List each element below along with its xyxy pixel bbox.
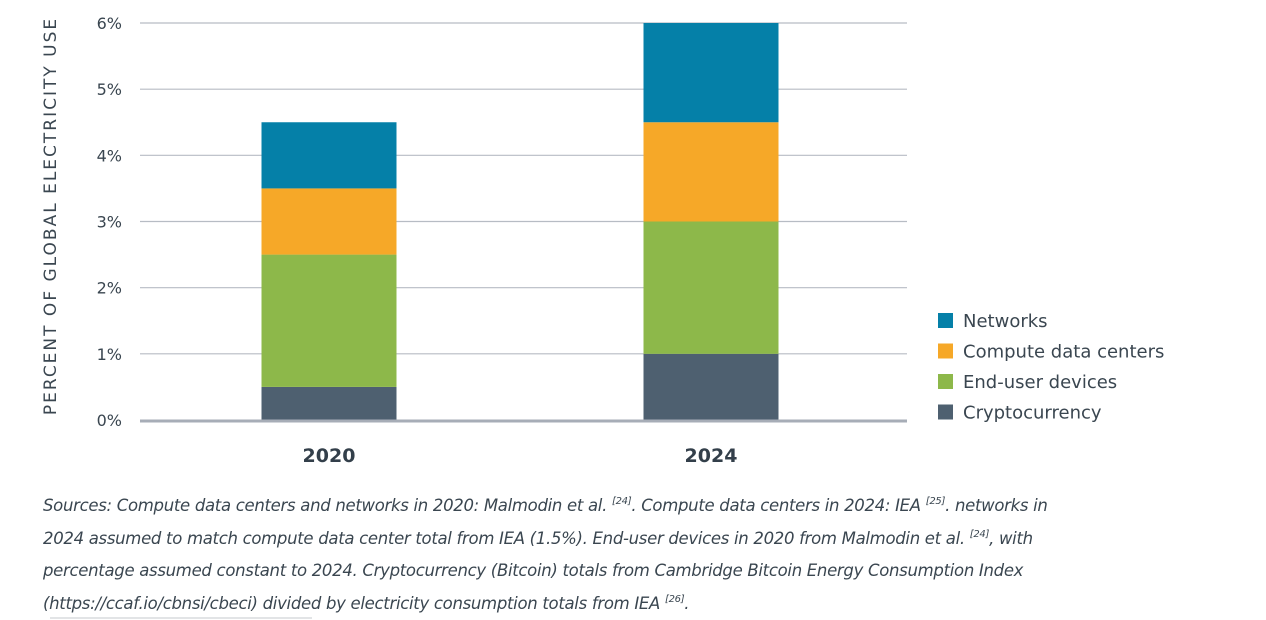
- legend-swatch: [938, 404, 953, 420]
- legend-label: Compute data centers: [963, 342, 1164, 363]
- caption-text: . networks in: [945, 496, 1048, 515]
- caption-text: . Compute data centers in 2024: IEA: [631, 496, 926, 515]
- caption-text: .: [684, 593, 690, 613]
- caption-line: (https://ccaf.io/cbnsi/cbeci) divided by…: [43, 588, 1253, 620]
- legend: Networks Compute data centers End-user dev…: [938, 311, 1164, 424]
- y-axis-label: PERCENT OF GLOBAL ELECTRICITY USE: [41, 17, 61, 415]
- y-tick-label: 2%: [97, 279, 122, 298]
- legend-swatch: [938, 313, 953, 328]
- y-tick-label: 6%: [97, 14, 122, 33]
- x-axis-ticks: 2020 2024: [303, 445, 738, 467]
- bar-stack-2020: [261, 122, 397, 420]
- legend-label: Cryptocurrency: [963, 403, 1102, 424]
- caption-text: percentage assumed constant to 2024. Cry…: [43, 561, 1024, 580]
- y-tick-label: 5%: [97, 80, 122, 99]
- stacked-bar-chart: 0% 1% 2% 3% 4% 5% 6% 2020 2024 PERCENT OF GLOBA…: [41, 14, 1164, 467]
- citation-reference: [26]: [664, 593, 685, 605]
- legend-label: End-user devices: [963, 372, 1117, 393]
- bar-segment-compute-data-centers-2024: [643, 122, 779, 222]
- legend-item: End-user devices: [938, 372, 1117, 393]
- x-tick-label: 2024: [685, 445, 738, 467]
- caption-line: Sources: Compute data centers and networ…: [43, 490, 1253, 523]
- legend-item: Compute data centers: [938, 342, 1164, 363]
- gridlines: [140, 22, 907, 355]
- legend-swatch: [938, 374, 953, 389]
- legend-item: Cryptocurrency: [938, 403, 1102, 424]
- sources-caption: Sources: Compute data centers and networ…: [43, 490, 1253, 620]
- y-tick-label: 3%: [97, 213, 122, 232]
- y-axis-ticks: 0% 1% 2% 3% 4% 5% 6%: [97, 14, 122, 430]
- legend-swatch: [938, 343, 953, 359]
- bar-segment-networks-2024: [643, 23, 779, 123]
- citation-reference: [24]: [969, 528, 990, 540]
- bar-segment-networks-2020: [261, 122, 397, 189]
- caption-text: Sources: Compute data centers and networ…: [43, 496, 612, 515]
- bar-stack-2024: [643, 23, 779, 420]
- bars: [261, 23, 779, 420]
- legend-label: Networks: [963, 311, 1048, 332]
- bar-segment-end-user-devices-2024: [643, 221, 779, 354]
- bar-segment-end-user-devices-2020: [261, 254, 397, 387]
- legend-item: Networks: [938, 311, 1048, 332]
- caption-line: percentage assumed constant to 2024. Cry…: [43, 555, 1253, 588]
- y-tick-label: 4%: [97, 146, 122, 165]
- bar-segment-cryptocurrency-2020: [261, 386, 397, 420]
- caption-text: , with: [989, 528, 1033, 548]
- caption-line: 2024 assumed to match compute data cente…: [43, 523, 1253, 556]
- caption-text: 2024 assumed to match compute data cente…: [43, 528, 970, 548]
- y-tick-label: 0%: [97, 411, 122, 430]
- citation-reference: [24]: [611, 496, 632, 507]
- y-tick-label: 1%: [97, 345, 122, 364]
- bar-segment-cryptocurrency-2024: [643, 353, 779, 420]
- caption-text: (https://ccaf.io/cbnsi/cbeci) divided by…: [43, 593, 665, 613]
- bar-segment-compute-data-centers-2020: [261, 188, 397, 255]
- x-tick-label: 2020: [303, 445, 356, 467]
- caption-divider: [50, 617, 312, 619]
- citation-reference: [25]: [925, 496, 946, 507]
